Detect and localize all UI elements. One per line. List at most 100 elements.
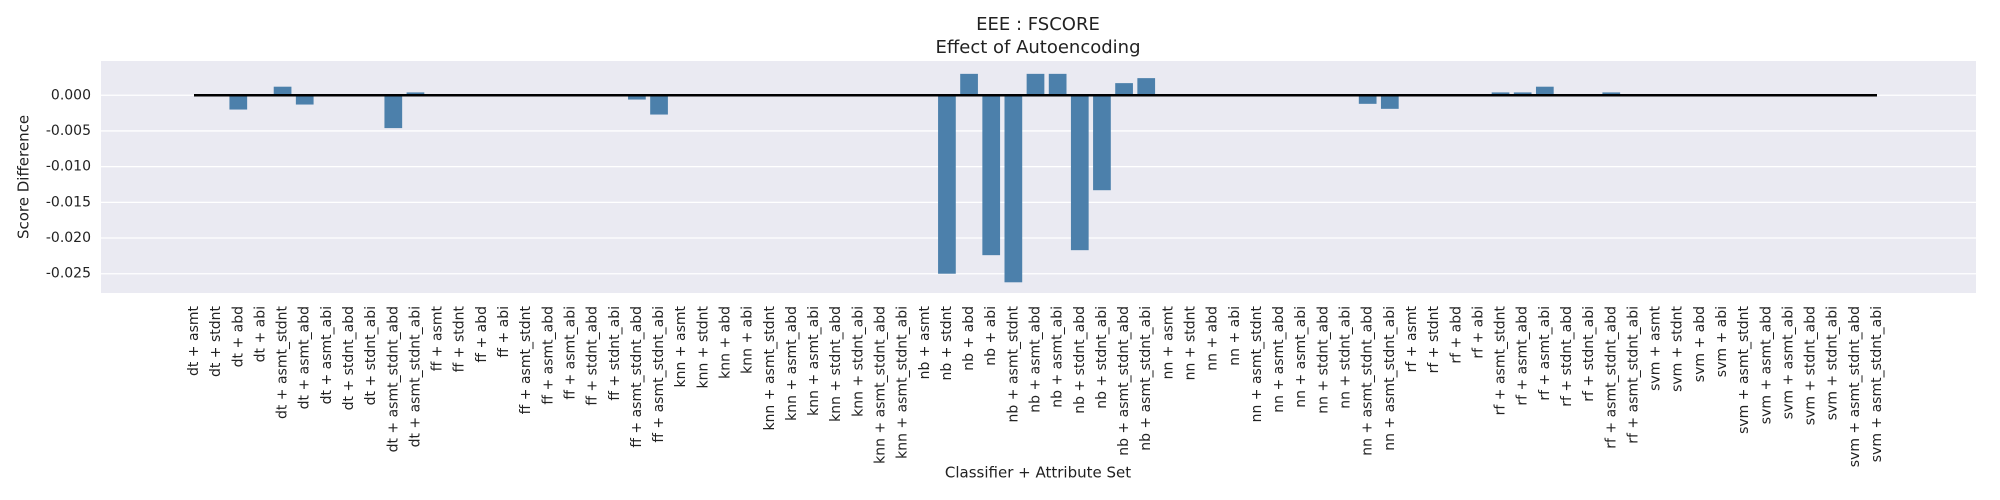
bar bbox=[273, 86, 292, 96]
x-tick-label: nb + abi bbox=[983, 306, 999, 366]
x-tick-label: svm + abd bbox=[1692, 306, 1708, 382]
x-tick-label: svm + asmt_abi bbox=[1780, 306, 1796, 419]
bar bbox=[295, 95, 314, 105]
x-tick-label: dt + asmt bbox=[186, 305, 202, 376]
x-tick-label: nn + stdnt_abd bbox=[1315, 306, 1331, 414]
x-tick-label: knn + asmt_abi bbox=[806, 306, 822, 416]
x-tick-label: ff + stdnt_abi bbox=[607, 306, 623, 401]
x-tick-label: dt + asmt_stdnt bbox=[275, 305, 291, 419]
bar bbox=[1535, 86, 1554, 96]
x-tick-label: ff + stdnt bbox=[452, 305, 468, 372]
x-tick-label: rf + asmt_abd bbox=[1515, 306, 1531, 406]
bar bbox=[1093, 95, 1111, 191]
x-tick-label: knn + asmt_stdnt_abi bbox=[895, 306, 911, 459]
plot-area bbox=[101, 61, 1976, 293]
x-tick-label: ff + asmt_stdnt bbox=[518, 305, 534, 414]
x-axis-label: Classifier + Attribute Set bbox=[945, 464, 1131, 482]
x-tick-label: ff + asmt_abi bbox=[562, 306, 578, 400]
bar bbox=[406, 92, 425, 96]
x-tick-label: dt + asmt_abd bbox=[297, 306, 313, 409]
bar bbox=[1358, 95, 1377, 104]
x-tick-label: nn + asmt_abi bbox=[1293, 306, 1309, 408]
x-tick-label: dt + abd bbox=[230, 306, 246, 367]
x-tick-label: dt + stdnt bbox=[208, 305, 224, 377]
bar bbox=[229, 95, 248, 110]
x-tick-label: rf + asmt_stdnt_abi bbox=[1625, 306, 1641, 444]
y-tick-label: -0.010 bbox=[46, 159, 91, 175]
bar bbox=[960, 73, 978, 96]
x-tick-label: nb + stdnt_abi bbox=[1094, 306, 1110, 409]
bar bbox=[982, 95, 1001, 256]
x-tick-label: rf + asmt_abi bbox=[1537, 306, 1553, 401]
x-tick-label: rf + stdnt_abi bbox=[1581, 306, 1597, 402]
x-tick-label: ff + stdnt_abd bbox=[585, 306, 601, 406]
x-tick-label: nn + abd bbox=[1205, 306, 1221, 371]
x-tick-label: nn + asmt_stdnt_abi bbox=[1382, 306, 1398, 451]
bar bbox=[1115, 83, 1133, 96]
x-tick-label: knn + asmt_stdnt_abd bbox=[872, 306, 888, 464]
x-tick-label: dt + abi bbox=[252, 306, 268, 362]
x-tick-label: knn + stdnt_abd bbox=[828, 306, 844, 422]
x-tick-label: svm + asmt_stdnt_abd bbox=[1847, 306, 1863, 467]
x-tick-label: rf + abi bbox=[1470, 306, 1486, 359]
x-tick-label: ff + abd bbox=[474, 306, 490, 363]
x-tick-label: svm + asmt_stdnt bbox=[1736, 306, 1752, 434]
y-tick-label: -0.005 bbox=[46, 123, 91, 139]
x-tick-label: rf + stdnt bbox=[1426, 306, 1442, 374]
x-tick-label: nb + asmt_stdnt bbox=[1005, 306, 1021, 423]
x-tick-label: nb + asmt_stdnt_abd bbox=[1116, 306, 1132, 456]
x-tick-label: nn + asmt bbox=[1160, 306, 1176, 380]
x-tick-label: nb + asmt_abd bbox=[1028, 306, 1044, 413]
x-tick-label: ff + asmt bbox=[430, 305, 446, 371]
x-tick-label: rf + asmt_stdnt_abd bbox=[1603, 306, 1619, 449]
x-tick-label: nb + abd bbox=[961, 306, 977, 371]
x-tick-label: nn + asmt_stdnt bbox=[1249, 306, 1265, 423]
x-tick-label: svm + stdnt bbox=[1670, 306, 1686, 392]
x-tick-label: knn + asmt bbox=[673, 305, 689, 387]
x-tick-label: nn + asmt_abd bbox=[1271, 306, 1287, 413]
x-tick-label: knn + asmt_stdnt bbox=[762, 306, 778, 431]
x-tick-label: nb + asmt_abi bbox=[1050, 306, 1066, 408]
x-tick-label: svm + stdnt_abd bbox=[1803, 306, 1819, 425]
x-tick-label: dt + asmt_abi bbox=[319, 306, 335, 404]
chart-title: EEE : FSCORE bbox=[976, 14, 1100, 35]
y-axis-label: Score Difference bbox=[15, 115, 33, 239]
x-tick-label: rf + asmt bbox=[1404, 306, 1420, 373]
x-tick-label: svm + stdnt_abi bbox=[1825, 306, 1841, 420]
y-tick-label: -0.020 bbox=[46, 230, 91, 246]
x-tick-label: nn + stdnt bbox=[1183, 306, 1199, 381]
bar bbox=[1491, 92, 1510, 96]
x-tick-label: knn + stdnt bbox=[695, 306, 711, 389]
x-tick-label: svm + asmt_stdnt_abi bbox=[1869, 306, 1885, 462]
x-tick-label: svm + asmt bbox=[1648, 306, 1664, 391]
bar bbox=[1048, 73, 1067, 96]
x-tick-label: dt + stdnt_abi bbox=[363, 306, 379, 405]
x-tick-label: knn + abi bbox=[740, 306, 756, 374]
chart-subtitle: Effect of Autoencoding bbox=[935, 37, 1140, 58]
x-tick-label: rf + asmt_stdnt bbox=[1493, 306, 1509, 416]
bar bbox=[938, 95, 956, 274]
x-tick-label: knn + asmt_abd bbox=[784, 306, 800, 421]
x-tick-label: knn + stdnt_abi bbox=[850, 306, 866, 417]
bar bbox=[1602, 92, 1621, 96]
x-tick-label: nb + asmt_stdnt_abi bbox=[1138, 306, 1154, 451]
x-tick-label: nn + stdnt_abi bbox=[1338, 306, 1354, 409]
bar bbox=[628, 95, 646, 100]
x-tick-label: rf + abd bbox=[1448, 306, 1464, 364]
x-tick-label: dt + asmt_stdnt_abi bbox=[407, 306, 423, 447]
x-tick-label: dt + asmt_stdnt_abd bbox=[385, 306, 401, 452]
bar bbox=[1380, 95, 1399, 109]
bar bbox=[1070, 95, 1089, 251]
bar bbox=[1137, 78, 1156, 96]
y-tick-label: -0.015 bbox=[46, 194, 91, 210]
y-tick-label: 0.000 bbox=[51, 87, 91, 103]
x-tick-label: nn + abi bbox=[1227, 306, 1243, 366]
x-tick-label: nb + stdnt_abd bbox=[1072, 306, 1088, 414]
x-tick-label: nb + asmt bbox=[917, 305, 933, 379]
x-tick-label: svm + abi bbox=[1714, 306, 1730, 377]
y-tick-label: -0.025 bbox=[46, 266, 91, 282]
bar bbox=[384, 95, 403, 129]
x-tick-label: knn + abd bbox=[717, 306, 733, 379]
x-tick-label: ff + asmt_stdnt_abd bbox=[629, 306, 645, 448]
